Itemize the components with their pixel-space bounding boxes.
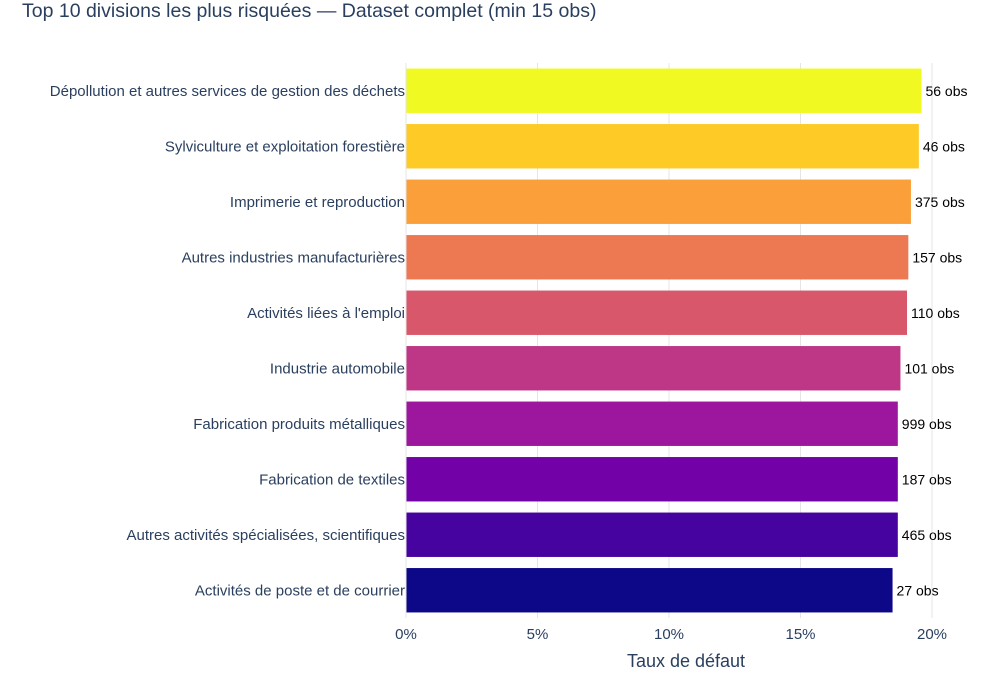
- category-label: Industrie automobile: [270, 360, 405, 377]
- data-label: 46 obs: [923, 138, 965, 154]
- bar[interactable]: [406, 568, 893, 613]
- category-label: Sylviculture et exploitation forestière: [165, 138, 405, 155]
- x-tick-label: 0%: [395, 626, 417, 643]
- x-tick-label: 15%: [785, 626, 815, 643]
- x-tick-label: 10%: [654, 626, 684, 643]
- bar[interactable]: [406, 68, 922, 113]
- data-label: 187 obs: [902, 471, 952, 487]
- bar[interactable]: [406, 401, 898, 446]
- data-label: 157 obs: [912, 249, 962, 265]
- bar[interactable]: [406, 179, 911, 224]
- category-label: Autres activités spécialisées, scientifi…: [127, 527, 405, 544]
- category-label: Fabrication de textiles: [259, 471, 405, 488]
- category-label: Activités liées à l'emploi: [247, 305, 405, 322]
- data-label: 27 obs: [897, 582, 939, 598]
- bar[interactable]: [406, 457, 898, 502]
- x-axis-title: Taux de défaut: [627, 651, 745, 671]
- bar[interactable]: [406, 512, 898, 557]
- data-label: 375 obs: [915, 194, 965, 210]
- x-tick-label: 5%: [527, 626, 549, 643]
- bar[interactable]: [406, 124, 919, 169]
- category-label: Imprimerie et reproduction: [230, 194, 405, 211]
- data-label: 465 obs: [902, 527, 952, 543]
- data-label: 56 obs: [925, 83, 967, 99]
- category-label: Autres industries manufacturières: [182, 249, 405, 266]
- data-label: 999 obs: [902, 416, 952, 432]
- bar[interactable]: [406, 235, 909, 280]
- x-tick-label: 20%: [917, 626, 947, 643]
- bar[interactable]: [406, 290, 908, 335]
- chart-title: Top 10 divisions les plus risquées — Dat…: [22, 0, 597, 22]
- category-label: Dépollution et autres services de gestio…: [50, 83, 405, 100]
- category-label: Fabrication produits métalliques: [193, 416, 405, 433]
- data-label: 110 obs: [911, 305, 960, 321]
- data-label: 101 obs: [904, 360, 954, 376]
- bar[interactable]: [406, 346, 901, 391]
- category-label: Activités de poste et de courrier: [195, 582, 405, 599]
